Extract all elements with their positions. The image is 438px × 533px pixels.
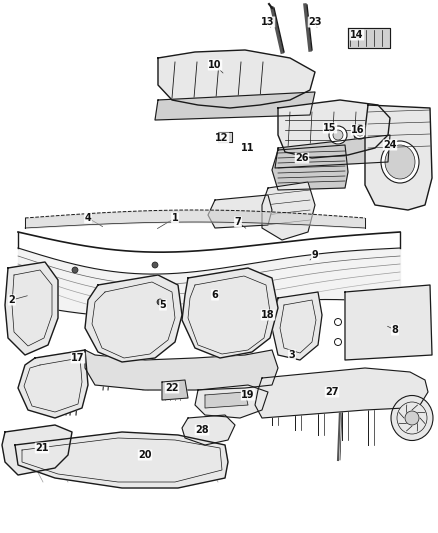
Text: 27: 27 bbox=[325, 387, 339, 397]
Polygon shape bbox=[15, 432, 228, 488]
Ellipse shape bbox=[152, 262, 158, 268]
Text: 9: 9 bbox=[311, 250, 318, 260]
Polygon shape bbox=[348, 28, 390, 48]
Polygon shape bbox=[85, 350, 278, 390]
Polygon shape bbox=[85, 275, 182, 362]
Ellipse shape bbox=[397, 402, 427, 434]
Polygon shape bbox=[5, 262, 58, 355]
Polygon shape bbox=[272, 292, 322, 360]
Text: 18: 18 bbox=[261, 310, 275, 320]
Ellipse shape bbox=[72, 267, 78, 273]
Ellipse shape bbox=[405, 411, 419, 425]
Polygon shape bbox=[278, 100, 390, 158]
Polygon shape bbox=[262, 182, 315, 240]
Polygon shape bbox=[182, 415, 235, 445]
Text: 28: 28 bbox=[195, 425, 209, 435]
Text: 7: 7 bbox=[235, 217, 241, 227]
Text: 24: 24 bbox=[383, 140, 397, 150]
Text: 17: 17 bbox=[71, 353, 85, 363]
Text: 10: 10 bbox=[208, 60, 222, 70]
Text: 4: 4 bbox=[85, 213, 92, 223]
Polygon shape bbox=[255, 368, 428, 418]
Polygon shape bbox=[345, 285, 432, 360]
Ellipse shape bbox=[329, 126, 347, 144]
Polygon shape bbox=[18, 350, 88, 418]
Text: 1: 1 bbox=[172, 213, 178, 223]
Text: 19: 19 bbox=[241, 390, 255, 400]
Text: 5: 5 bbox=[159, 300, 166, 310]
Text: 12: 12 bbox=[215, 133, 229, 143]
Polygon shape bbox=[272, 145, 348, 190]
Ellipse shape bbox=[385, 145, 415, 179]
Ellipse shape bbox=[391, 395, 433, 440]
Text: 3: 3 bbox=[289, 350, 295, 360]
Text: 13: 13 bbox=[261, 17, 275, 27]
Polygon shape bbox=[158, 50, 315, 108]
Ellipse shape bbox=[353, 125, 367, 139]
Text: 23: 23 bbox=[308, 17, 322, 27]
Polygon shape bbox=[275, 135, 390, 168]
Text: 16: 16 bbox=[351, 125, 365, 135]
Polygon shape bbox=[195, 385, 268, 418]
Text: 21: 21 bbox=[35, 443, 49, 453]
Polygon shape bbox=[218, 132, 232, 142]
Ellipse shape bbox=[356, 128, 364, 136]
Text: 14: 14 bbox=[350, 30, 364, 40]
Text: 20: 20 bbox=[138, 450, 152, 460]
Text: 15: 15 bbox=[323, 123, 337, 133]
Polygon shape bbox=[208, 195, 272, 228]
Polygon shape bbox=[155, 92, 315, 120]
Text: 11: 11 bbox=[241, 143, 255, 153]
Polygon shape bbox=[2, 425, 72, 475]
Text: 2: 2 bbox=[9, 295, 15, 305]
Polygon shape bbox=[205, 392, 248, 408]
Polygon shape bbox=[365, 105, 432, 210]
Ellipse shape bbox=[157, 299, 163, 305]
Text: 8: 8 bbox=[392, 325, 399, 335]
Polygon shape bbox=[162, 380, 188, 400]
Text: 26: 26 bbox=[295, 153, 309, 163]
Text: 22: 22 bbox=[165, 383, 179, 393]
Polygon shape bbox=[182, 268, 278, 358]
Ellipse shape bbox=[381, 141, 419, 183]
Text: 6: 6 bbox=[212, 290, 219, 300]
Ellipse shape bbox=[333, 130, 343, 140]
